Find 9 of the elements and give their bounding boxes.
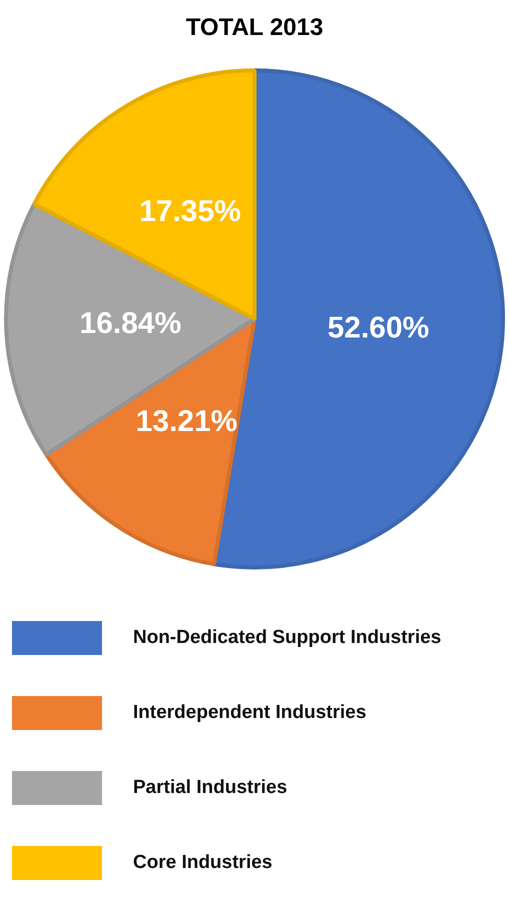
legend-label: Non-Dedicated Support Industries bbox=[133, 626, 442, 648]
legend-label: Core Industries bbox=[133, 852, 272, 874]
chart-title: TOTAL 2013 bbox=[186, 14, 324, 42]
data-label: 52.60% bbox=[327, 311, 430, 344]
legend-label: Partial Industries bbox=[133, 776, 288, 798]
data-label: 17.35% bbox=[139, 194, 241, 228]
data-label: 13.21% bbox=[136, 405, 238, 438]
legend-label: Interdependent Industries bbox=[133, 702, 366, 724]
data-label: 16.84% bbox=[80, 307, 182, 340]
